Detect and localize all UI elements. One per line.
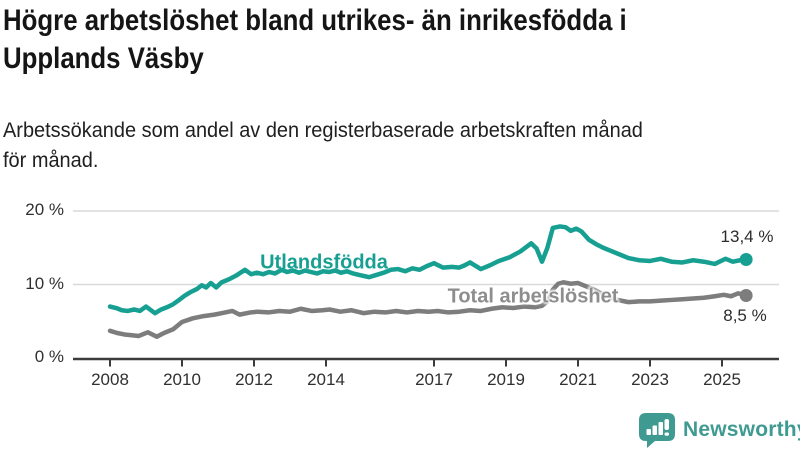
series-label-total-arbetsloshet: Total arbetslöshet: [447, 285, 619, 308]
chart-subtitle: Arbetssökande som andel av den registerb…: [3, 119, 643, 172]
series-line-0: [107, 224, 749, 316]
end-value-label-utlandsfodda: 13,4 %: [720, 227, 774, 246]
series-end-dot-1: [739, 289, 753, 303]
end-value-label-total: 8,5 %: [723, 306, 767, 325]
bar-chart-speech-bubble-icon: [639, 413, 675, 448]
series-label-utlandsfodda: Utlandsfödda: [260, 251, 388, 274]
newsworthy-logo: Newsworthy: [638, 412, 800, 448]
series-end-dot-0: [739, 253, 753, 267]
brand-name: Newsworthy: [683, 418, 800, 441]
page-title: Högre arbetslöshet bland utrikes- än inr…: [3, 4, 627, 75]
series-line-1: [107, 280, 749, 339]
